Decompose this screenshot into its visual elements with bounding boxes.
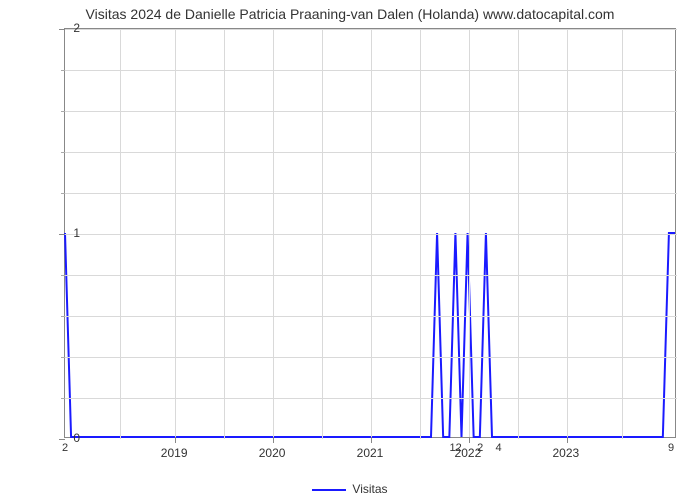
ytick-label: 0 — [73, 431, 80, 445]
xtick-label: 2021 — [357, 446, 384, 460]
ytick-minor — [61, 111, 65, 112]
grid-v-minor — [518, 29, 519, 439]
grid-v-minor — [120, 29, 121, 439]
ytick — [59, 234, 65, 235]
ytick-minor — [61, 193, 65, 194]
grid-v — [273, 29, 274, 439]
grid-v-minor — [420, 29, 421, 439]
grid-v — [567, 29, 568, 439]
ytick-minor — [61, 152, 65, 153]
ytick-minor — [61, 70, 65, 71]
legend-swatch — [312, 489, 346, 491]
ytick-minor — [61, 398, 65, 399]
x-value-annotation: 4 — [495, 442, 501, 454]
plot-area — [64, 28, 676, 438]
ytick-minor — [61, 357, 65, 358]
xtick — [371, 437, 372, 443]
ytick-label: 2 — [73, 21, 80, 35]
grid-v-minor — [322, 29, 323, 439]
ytick — [59, 439, 65, 440]
grid-v-minor — [622, 29, 623, 439]
grid-v — [469, 29, 470, 439]
xtick-label: 2019 — [161, 446, 188, 460]
legend-label: Visitas — [352, 482, 387, 496]
legend: Visitas — [0, 482, 700, 496]
x-value-annotation: 12 — [450, 442, 462, 454]
chart-title: Visitas 2024 de Danielle Patricia Praani… — [0, 6, 700, 22]
xtick-label: 2023 — [552, 446, 579, 460]
grid-v — [371, 29, 372, 439]
xtick — [567, 437, 568, 443]
chart-container: { "chart": { "type": "line", "title": "V… — [0, 0, 700, 500]
xtick — [273, 437, 274, 443]
x-value-annotation: 2 — [477, 442, 483, 454]
ytick-minor — [61, 316, 65, 317]
line-series — [65, 29, 675, 437]
visits-line — [65, 233, 675, 437]
x-edge-right-label: 9 — [668, 442, 674, 454]
xtick-label: 2020 — [259, 446, 286, 460]
x-edge-left-label: 2 — [62, 442, 68, 454]
ytick-label: 1 — [73, 226, 80, 240]
xtick — [469, 437, 470, 443]
xtick — [175, 437, 176, 443]
grid-v — [175, 29, 176, 439]
ytick — [59, 29, 65, 30]
ytick-minor — [61, 275, 65, 276]
grid-v-minor — [224, 29, 225, 439]
